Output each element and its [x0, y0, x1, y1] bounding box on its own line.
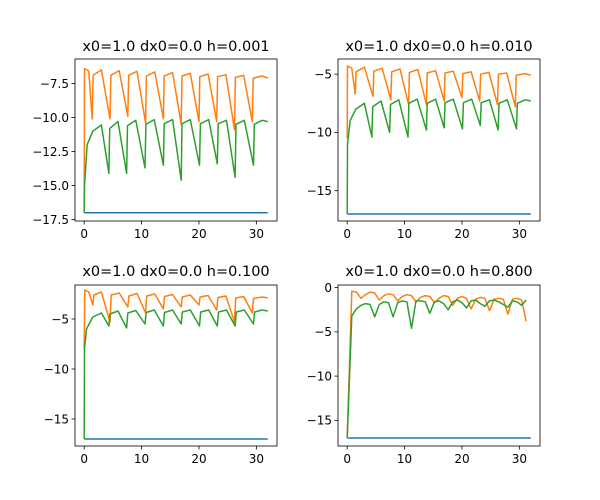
x-tick-label: 20	[454, 452, 469, 466]
y-tick-label: −5	[314, 67, 332, 81]
subplot-title: x0=1.0 dx0=0.0 h=0.001	[82, 39, 269, 55]
x-tick-label: 30	[249, 452, 264, 466]
x-tick-label: 10	[397, 452, 412, 466]
plot-area	[83, 289, 268, 440]
subplot-title: x0=1.0 dx0=0.0 h=0.100	[82, 264, 269, 280]
x-tick-label: 20	[191, 227, 206, 241]
line-series_2	[83, 118, 268, 213]
y-tick-label: −10	[307, 369, 332, 383]
x-tick-label: 10	[134, 452, 149, 466]
x-tick-label: 30	[512, 227, 527, 241]
plot-area	[346, 65, 532, 215]
y-tick-label: −15.0	[32, 179, 69, 193]
axes-frame	[337, 284, 541, 447]
line-series_1	[346, 290, 527, 439]
y-tick-label: 0	[324, 281, 332, 295]
line-series_1	[346, 65, 532, 139]
axes-frame	[74, 284, 278, 447]
x-tick-label: 0	[343, 452, 351, 466]
axes-frame	[337, 58, 541, 222]
line-series_2	[346, 98, 531, 215]
x-tick-label: 0	[80, 227, 88, 241]
y-tick-label: −15	[307, 414, 332, 428]
line-series_1	[83, 289, 268, 350]
y-tick-label: −15	[307, 184, 332, 198]
x-tick-label: 0	[343, 227, 351, 241]
line-series_2	[83, 309, 268, 440]
line-series_1	[83, 67, 269, 213]
x-tick-label: 30	[512, 452, 527, 466]
plot-area	[83, 67, 269, 214]
y-tick-label: −10.0	[32, 111, 69, 125]
plot-area	[346, 290, 531, 439]
x-tick-label: 10	[397, 227, 412, 241]
subplot-h-0.800: x0=1.0 dx0=0.0 h=0.800 0 10 20 30 0 −5 −10 −15	[307, 264, 541, 466]
axes-frame	[74, 58, 278, 222]
y-tick-label: −10	[307, 126, 332, 140]
y-tick-label: −15	[44, 412, 69, 426]
subplot-title: x0=1.0 dx0=0.0 h=0.010	[345, 39, 532, 55]
subplot-h-0.010: x0=1.0 dx0=0.0 h=0.010 0 10 20 30 −5 −10 −15	[307, 39, 541, 241]
y-tick-label: −12.5	[32, 145, 69, 159]
x-tick-label: 10	[134, 227, 149, 241]
y-tick-label: −17.5	[32, 213, 69, 227]
y-tick-label: −7.5	[40, 77, 69, 91]
subplot-title: x0=1.0 dx0=0.0 h=0.800	[345, 264, 532, 280]
x-tick-label: 0	[80, 452, 88, 466]
x-tick-label: 20	[454, 227, 469, 241]
y-tick-label: −5	[314, 325, 332, 339]
x-tick-label: 20	[191, 452, 206, 466]
line-series_2	[346, 299, 527, 439]
subplot-h-0.001: x0=1.0 dx0=0.0 h=0.001 0 10 20 30 −7.5 −10.0 −…	[32, 39, 278, 241]
y-tick-label: −5	[51, 312, 69, 326]
subplot-h-0.100: x0=1.0 dx0=0.0 h=0.100 0 10 20 30 −5 −10 −15	[44, 264, 278, 466]
x-tick-label: 30	[249, 227, 264, 241]
y-tick-label: −10	[44, 362, 69, 376]
